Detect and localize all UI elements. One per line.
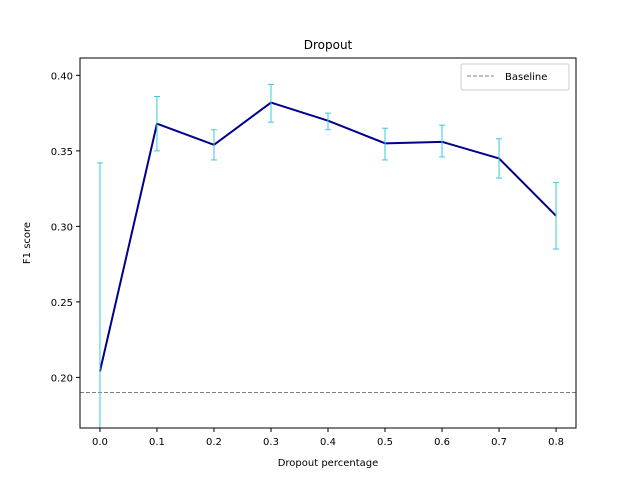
error-bar [325, 112, 331, 131]
x-tick-label: 0.2 [206, 437, 222, 448]
x-tick-label: 0.1 [149, 437, 165, 448]
error-bar [496, 138, 503, 179]
y-tick-label: 0.35 [51, 147, 73, 158]
legend: Baseline [460, 63, 570, 91]
plot-area [80, 83, 576, 428]
x-tick-label: 0.6 [434, 437, 450, 448]
error-bar [267, 83, 274, 123]
x-tick-label: 0.8 [548, 437, 564, 448]
legend-box [460, 63, 570, 91]
x-tick-label: 0.5 [377, 437, 393, 448]
y-tick-label: 0.25 [51, 298, 73, 309]
y-axis-label: F1 score [22, 222, 33, 264]
error-bar [96, 162, 103, 428]
error-bar [210, 129, 217, 161]
legend-baseline-label: Baseline [505, 72, 547, 83]
y-axis-ticks: 0.20 0.25 0.30 0.35 0.40 [51, 71, 80, 384]
error-bar [382, 127, 389, 161]
x-tick-label: 0.7 [491, 437, 507, 448]
error-bar [153, 96, 160, 152]
x-axis-label: Dropout percentage [278, 458, 379, 469]
y-tick-label: 0.40 [51, 71, 73, 82]
y-tick-label: 0.30 [51, 222, 73, 233]
x-axis-ticks: 0.0 0.1 0.2 0.3 0.4 0.5 0.6 0.7 0.8 [92, 428, 564, 448]
plot-frame [79, 57, 577, 429]
error-bar [439, 124, 446, 158]
x-tick-label: 0.3 [263, 437, 279, 448]
error-bar [553, 182, 560, 250]
x-tick-label: 0.4 [320, 437, 336, 448]
y-tick-label: 0.20 [51, 373, 73, 384]
chart-title: Dropout [304, 38, 353, 52]
x-tick-label: 0.0 [92, 437, 108, 448]
